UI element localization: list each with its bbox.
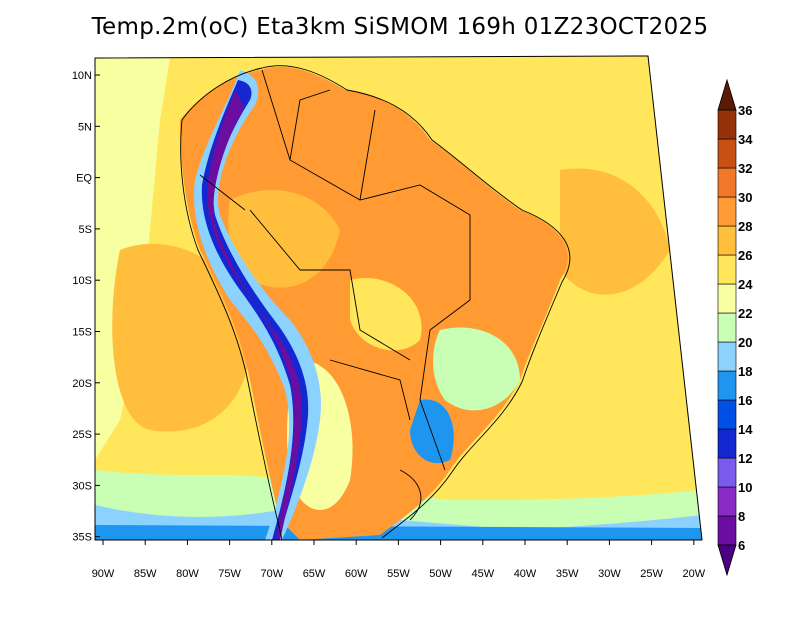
- colorbar-above-triangle: [717, 78, 737, 111]
- map-frame: [94, 55, 703, 541]
- border-venezuela: [359, 109, 376, 201]
- border-ecuador: [199, 174, 246, 211]
- lon-tick-label: 55W: [387, 568, 410, 580]
- lon-tick-label: 65W: [303, 568, 326, 580]
- colorbar-label: 6: [738, 538, 745, 553]
- colorbar-label: 14: [738, 422, 753, 437]
- lon-tick-label: 50W: [429, 568, 452, 580]
- colorbar-label: 10: [738, 480, 752, 495]
- colorbar-segment: [717, 399, 737, 430]
- andes-mid: [201, 80, 309, 540]
- colorbar-segment: [717, 457, 737, 488]
- land-serra-cold: [410, 399, 454, 464]
- colorbar-segment: [717, 254, 737, 285]
- colorbar-segment: [717, 341, 737, 372]
- coastline-west: [180, 119, 283, 541]
- lat-tick-label: 5S: [79, 224, 92, 236]
- lon-tick-label: 85W: [134, 568, 157, 580]
- lon-tick-label: 40W: [514, 568, 537, 580]
- lon-tick-label: 70W: [260, 568, 283, 580]
- colorbar-segment: [717, 370, 737, 401]
- colorbar-segment: [717, 515, 737, 546]
- colorbar-segment: [717, 138, 737, 169]
- ocean-band-atlantic-warm: [560, 168, 670, 295]
- lat-tick-label: 30S: [72, 480, 92, 492]
- ocean-band-pacific-warm: [112, 243, 251, 432]
- longitude-ticks: 90W 85W 80W 75W 70W 65W 60W 55W 50W 45W 40W 35W 30W 2…: [92, 540, 706, 580]
- lat-tick-label: EQ: [76, 173, 92, 185]
- lat-tick-label: 35S: [72, 532, 92, 544]
- colorbar-label: 30: [738, 190, 752, 205]
- colorbar: 6 8 10 12 14 16 18 20 22 24 26 28 30 32 34 36: [717, 78, 753, 577]
- colorbar-label: 26: [738, 248, 752, 263]
- latitude-ticks: 10N 5N EQ 5S 10S 15S 20S 25S 30S 35S: [72, 70, 100, 544]
- colorbar-segment: [717, 428, 737, 459]
- lat-tick-label: 15S: [72, 327, 92, 339]
- colorbar-segment: [717, 486, 737, 517]
- lon-tick-label: 90W: [92, 568, 115, 580]
- lon-tick-label: 25W: [640, 568, 663, 580]
- border-bolivia: [249, 209, 411, 361]
- colorbar-label: 28: [738, 219, 752, 234]
- colorbar-segment: [717, 225, 737, 256]
- colorbar-label: 24: [738, 277, 753, 292]
- land-amazon-warm: [228, 190, 340, 288]
- lon-tick-label: 35W: [556, 568, 579, 580]
- colorbar-segment: [717, 283, 737, 314]
- lat-tick-label: 5N: [78, 121, 92, 133]
- colorbar-segment: [717, 312, 737, 343]
- ocean-band-atlantic: [430, 56, 660, 360]
- ocean-band-south-coldest: [95, 525, 702, 540]
- lat-tick-label: 10N: [72, 70, 92, 82]
- lat-tick-label: 25S: [72, 429, 92, 441]
- coastline-east: [181, 65, 571, 539]
- border-uruguay: [399, 469, 422, 521]
- lon-tick-label: 30W: [598, 568, 621, 580]
- lon-tick-label: 45W: [471, 568, 494, 580]
- colorbar-label: 22: [738, 306, 752, 321]
- colorbar-label: 20: [738, 335, 752, 350]
- colorbar-label: 8: [738, 509, 745, 524]
- colorbar-segment: [717, 167, 737, 198]
- map-field: [95, 56, 702, 540]
- colorbar-segment: [717, 196, 737, 227]
- map-title: Temp.2m(oC) Eta3km SiSMOM 169h 01Z23OCT2…: [91, 14, 709, 40]
- borders: [180, 65, 571, 541]
- colorbar-below-triangle: [717, 544, 737, 577]
- colorbar-label: 16: [738, 393, 752, 408]
- colorbar-label: 34: [738, 132, 753, 147]
- lat-tick-label: 10S: [72, 275, 92, 287]
- colorbar-segment: [717, 109, 737, 140]
- land-central-cool: [350, 278, 422, 351]
- border-colombia: [289, 89, 331, 161]
- border-brazil-west: [261, 69, 471, 471]
- colorbar-label: 18: [738, 364, 752, 379]
- lon-tick-label: 75W: [218, 568, 241, 580]
- colorbar-label: 36: [738, 103, 752, 118]
- lon-tick-label: 80W: [176, 568, 199, 580]
- lon-tick-label: 20W: [682, 568, 705, 580]
- lon-tick-label: 60W: [345, 568, 368, 580]
- colorbar-label: 32: [738, 161, 752, 176]
- border-paraguay: [329, 359, 411, 421]
- land-southeast-cool: [433, 327, 520, 411]
- lat-tick-label: 20S: [72, 378, 92, 390]
- colorbar-label: 12: [738, 451, 752, 466]
